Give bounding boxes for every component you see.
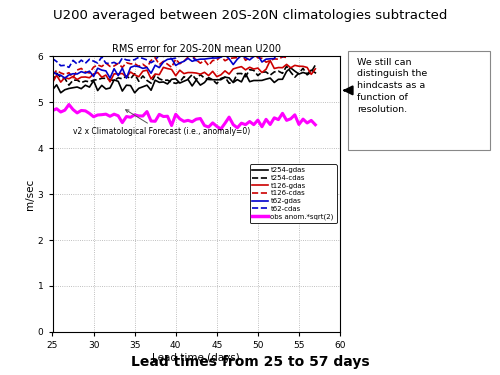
Text: v2 x Climatological Forecast (i.e., anomaly=0): v2 x Climatological Forecast (i.e., anom… (73, 110, 250, 136)
Text: Lead times from 25 to 57 days: Lead times from 25 to 57 days (130, 356, 370, 369)
Legend: t254-gdas, t254-cdas, t126-gdas, t126-cdas, t62-gdas, t62-cdas, obs anom.*sqrt(2: t254-gdas, t254-cdas, t126-gdas, t126-cd… (250, 165, 336, 223)
Title: RMS error for 20S-20N mean U200: RMS error for 20S-20N mean U200 (112, 44, 281, 54)
Text: We still can
distinguish the
hindcasts as a
function of
resolution.: We still can distinguish the hindcasts a… (358, 58, 428, 114)
X-axis label: Lead time (days): Lead time (days) (152, 352, 240, 363)
Text: U200 averaged between 20S-20N climatologies subtracted: U200 averaged between 20S-20N climatolog… (53, 9, 447, 22)
Y-axis label: m/sec: m/sec (25, 178, 35, 210)
